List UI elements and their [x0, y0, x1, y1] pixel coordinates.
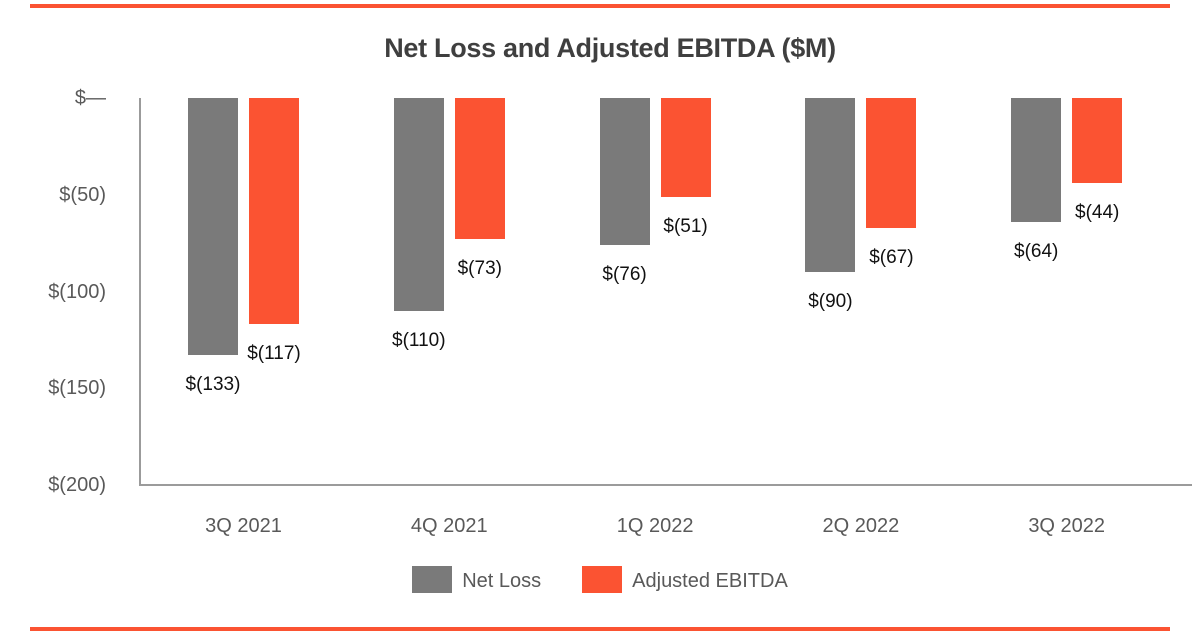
adjusted-ebitda-bar [454, 98, 505, 240]
net-loss-value-label: $(90) [808, 291, 853, 313]
net-loss-value-label: $(64) [1014, 240, 1059, 262]
legend-label-adjusted-ebitda: Adjusted EBITDA [632, 569, 788, 592]
x-axis-line [139, 484, 1192, 486]
adjusted-ebitda-value-label: $(73) [457, 258, 502, 280]
adjusted-ebitda-bar [1072, 98, 1123, 184]
adjusted-ebitda-value-label: $(44) [1075, 202, 1120, 224]
chart-title: Net Loss and Adjusted EBITDA ($M) [384, 33, 836, 63]
y-axis-tick-label: $(200) [48, 474, 106, 496]
adjusted-ebitda-value-label: $(51) [663, 215, 708, 237]
net-loss-bar [599, 98, 650, 246]
net-loss-bar [393, 98, 444, 311]
net-loss-bar [805, 98, 856, 273]
adjusted-ebitda-value-label: $(117) [247, 343, 301, 365]
x-axis-category-label: 3Q 2021 [205, 515, 282, 537]
x-axis-category-label: 4Q 2021 [410, 515, 488, 537]
legend-item-adjusted-ebitda: Adjusted EBITDA [582, 566, 788, 593]
adjusted-ebitda-bar [249, 98, 299, 325]
y-axis-tick-label: $(50) [59, 183, 106, 206]
x-axis-category-label: 2Q 2022 [822, 515, 900, 537]
top-accent-line [30, 4, 1170, 8]
x-axis-category-label: 1Q 2022 [616, 515, 694, 537]
legend-label-net-loss: Net Loss [462, 569, 542, 592]
y-axis-tick-label: $(100) [48, 280, 106, 303]
net-loss-value-label: $(133) [185, 374, 241, 396]
legend-swatch-net-loss [412, 566, 453, 593]
adjusted-ebitda-value-label: $(67) [869, 246, 914, 268]
net-loss-bar [1011, 98, 1062, 222]
net-loss-value-label: $(110) [392, 329, 446, 351]
legend-item-net-loss: Net Loss [412, 566, 541, 593]
y-axis-line [139, 98, 141, 486]
bottom-accent-line [30, 627, 1170, 631]
net-loss-bar [188, 98, 238, 356]
y-axis-tick-label: $— [74, 87, 106, 109]
y-axis-tick-label: $(150) [48, 377, 106, 400]
legend-swatch-adjusted-ebitda [582, 566, 623, 593]
chart-legend: Net Loss Adjusted EBITDA [0, 566, 1200, 593]
x-axis-category-label: 3Q 2022 [1028, 515, 1106, 537]
adjusted-ebitda-bar [866, 98, 917, 228]
adjusted-ebitda-bar [660, 98, 711, 197]
net-loss-value-label: $(76) [602, 264, 647, 286]
